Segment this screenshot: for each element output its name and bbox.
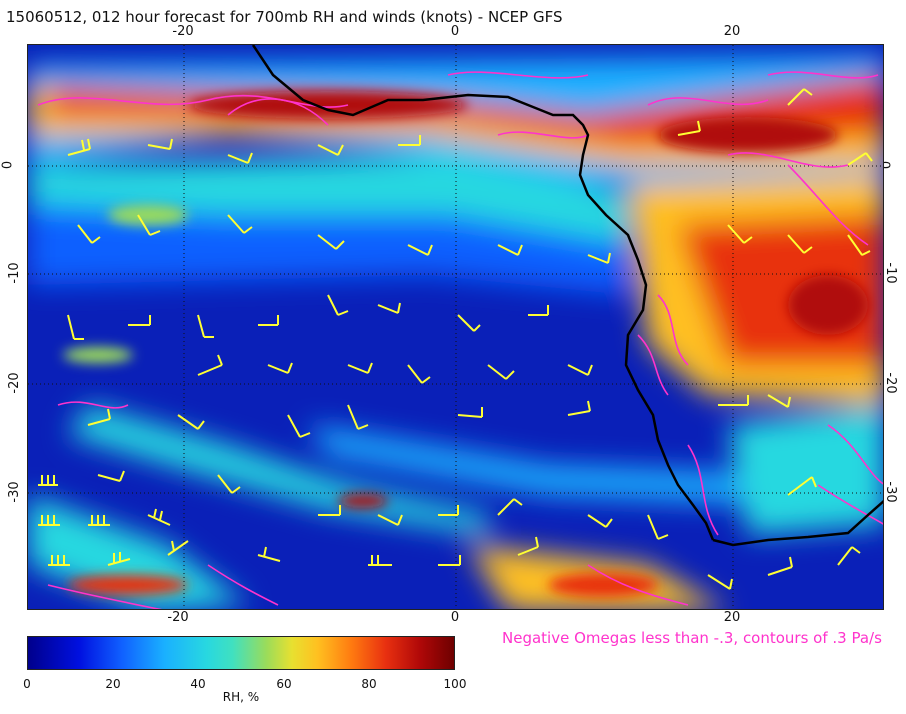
colorbar-unit-label: RH, % <box>222 690 260 704</box>
colorbar-tick-80: 80 <box>361 677 377 691</box>
top-axis-label-zero: 0 <box>450 24 460 39</box>
rh-colorbar <box>27 636 455 670</box>
left-axis-label-0: 0 <box>0 160 16 170</box>
omega-contours <box>37 71 883 609</box>
left-axis-label-10: -10 <box>7 262 23 284</box>
right-axis-label-20: -20 <box>883 372 899 394</box>
colorbar-tick-40: 40 <box>190 677 206 691</box>
bottom-axis-label-zero: 0 <box>450 610 460 625</box>
colorbar-tick-100: 100 <box>443 677 467 691</box>
bottom-axis-label-west20: -20 <box>167 610 189 625</box>
colorbar-tick-20: 20 <box>105 677 121 691</box>
left-axis-label-30: -30 <box>7 481 23 503</box>
rh-field <box>28 45 883 609</box>
map-title: 15060512, 012 hour forecast for 700mb RH… <box>6 8 563 26</box>
map-canvas <box>28 45 883 609</box>
right-axis-label-10: -10 <box>883 262 899 284</box>
colorbar-tick-60: 60 <box>276 677 292 691</box>
bottom-axis-label-east20: 20 <box>723 610 741 625</box>
omega-annotation: Negative Omegas less than -.3, contours … <box>502 629 882 647</box>
top-axis-label-west20: -20 <box>172 24 194 39</box>
top-axis-label-east20: 20 <box>723 24 741 39</box>
rh-wind-map <box>27 44 884 610</box>
colorbar-tick-0: 0 <box>23 677 31 691</box>
left-axis-label-20: -20 <box>7 372 23 394</box>
right-axis-label-30: -30 <box>883 481 899 503</box>
wind-barbs <box>38 88 873 590</box>
coastline <box>251 45 883 547</box>
graticule <box>28 45 883 609</box>
